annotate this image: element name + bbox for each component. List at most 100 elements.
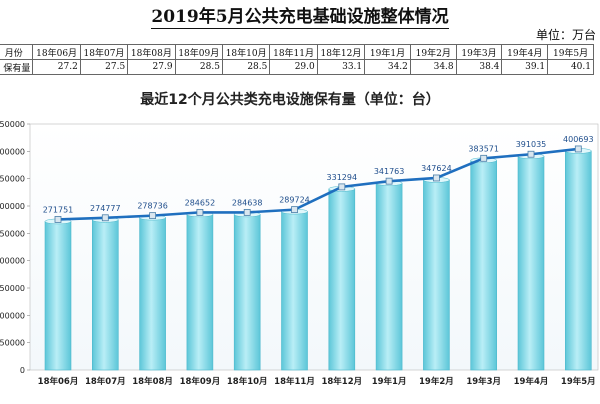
summary-month: 18年07月 — [79, 44, 129, 60]
summary-value: 28.5 — [221, 59, 271, 75]
x-tick-label: 18年06月 — [38, 376, 79, 387]
plot-area — [29, 123, 599, 371]
y-tick-label: 200000 — [0, 257, 25, 266]
data-label: 400693 — [563, 135, 594, 144]
y-tick-label: 350000 — [0, 175, 25, 184]
summary-value: 34.2 — [364, 59, 411, 75]
x-tick-label: 18年12月 — [321, 376, 362, 387]
bar — [44, 221, 72, 371]
x-tick-label: 19年2月 — [419, 376, 454, 387]
data-label: 331294 — [327, 173, 358, 182]
summary-value: 39.1 — [501, 59, 549, 75]
y-tick-label: 100000 — [0, 311, 25, 320]
bar — [470, 160, 498, 371]
line-marker — [527, 150, 535, 158]
x-tick-label: 18年10月 — [227, 376, 268, 387]
page-title-text: 2019年5月公共充电基础设施整体情况 — [151, 7, 449, 29]
data-label: 391035 — [516, 140, 547, 149]
bar — [233, 214, 261, 371]
summary-value-label: 保有量 — [0, 59, 34, 75]
bar — [186, 214, 214, 371]
line-markers — [54, 145, 582, 223]
x-tick-label: 18年09月 — [180, 376, 221, 387]
data-label: 284652 — [185, 198, 216, 207]
summary-month: 19年4月 — [501, 44, 549, 60]
y-tick-label: 300000 — [0, 202, 25, 211]
summary-month: 18年10月 — [221, 44, 271, 60]
data-label: 278736 — [137, 202, 168, 211]
summary-header-label: 月份 — [0, 44, 34, 60]
summary-value: 33.1 — [316, 59, 366, 75]
x-tick-label: 19年5月 — [561, 376, 596, 387]
summary-value: 40.1 — [547, 59, 594, 75]
summary-value: 34.8 — [409, 59, 457, 75]
data-label: 271751 — [43, 205, 74, 214]
line-marker — [338, 183, 346, 191]
x-tick-label: 18年11月 — [274, 376, 315, 387]
summary-month: 18年12月 — [316, 44, 366, 60]
bar — [92, 219, 119, 371]
y-tick-label: 0 — [20, 366, 25, 375]
bar — [517, 155, 545, 371]
bars — [44, 148, 592, 371]
summary-month: 18年08月 — [127, 44, 176, 60]
x-tick-label: 19年1月 — [372, 376, 407, 387]
x-axis: 18年06月 18年07月 18年08月 18年09月 18年10月 18年11月 18年1… — [38, 376, 596, 387]
data-label: 289724 — [279, 196, 310, 205]
summary-month: 19年5月 — [547, 44, 594, 60]
summary-month: 19年2月 — [409, 44, 457, 60]
line-marker — [574, 145, 582, 153]
summary-value: 27.2 — [32, 59, 81, 75]
line-marker — [243, 208, 251, 216]
line-marker — [101, 214, 109, 222]
summary-value: 27.5 — [79, 59, 129, 75]
summary-table: 月份 18年06月 18年07月 18年08月 18年09月 18年10月 18… — [0, 44, 594, 75]
line-marker — [149, 212, 157, 220]
y-tick-label: 150000 — [0, 284, 25, 293]
data-label: 347624 — [421, 164, 452, 173]
data-label: 274777 — [90, 204, 121, 213]
bar — [423, 179, 450, 371]
bar — [281, 211, 308, 371]
summary-month: 18年06月 — [32, 44, 81, 60]
summary-value: 38.4 — [455, 59, 503, 75]
y-tick-label: 50000 — [0, 339, 25, 348]
summary-month: 19年3月 — [455, 44, 503, 60]
bar — [139, 217, 166, 371]
y-tick-label: 250000 — [0, 229, 25, 238]
summary-value: 28.5 — [174, 59, 223, 75]
summary-month: 19年1月 — [364, 44, 411, 60]
line-marker — [291, 206, 298, 214]
y-tick-label: 400000 — [0, 147, 25, 156]
bar-line-chart: 最近12个月公共类充电设施保有量（单位：台） 0 50000 100000 15000… — [0, 91, 599, 387]
summary-header-row: 月份 18年06月 18年07月 18年08月 18年09月 18年10月 18… — [0, 44, 594, 60]
x-tick-label: 19年4月 — [514, 376, 549, 387]
data-label: 341763 — [374, 167, 405, 176]
line-marker — [196, 208, 204, 216]
chart-area: 最近12个月公共类充电设施保有量（单位：台） 0 50000 100000 15000… — [0, 80, 600, 400]
chart-title: 最近12个月公共类充电设施保有量（单位：台） — [140, 91, 439, 108]
summary-value-row: 保有量 27.2 27.5 27.9 28.5 28.5 29.0 33.1 3… — [0, 59, 594, 75]
x-tick-label: 18年08月 — [132, 376, 173, 387]
bar — [564, 150, 592, 371]
y-tick-label: 450000 — [0, 120, 25, 129]
page-title: 2019年5月公共充电基础设施整体情况 — [0, 2, 600, 29]
data-labels: 271751 274777 278736 284652 284638 289724 3312… — [43, 135, 594, 214]
line-marker — [54, 216, 62, 223]
trend-line — [57, 147, 579, 221]
y-axis: 0 50000 100000 150000 200000 250000 300000 3500… — [0, 120, 30, 375]
x-tick-label: 19年3月 — [466, 376, 501, 387]
summary-month: 18年11月 — [269, 44, 318, 60]
line-marker — [480, 154, 488, 162]
line-marker — [432, 174, 440, 182]
data-label: 284638 — [232, 198, 263, 207]
bar — [328, 188, 356, 371]
bar — [375, 182, 403, 371]
summary-value: 29.0 — [269, 59, 318, 75]
data-label: 383571 — [468, 144, 499, 153]
summary-month: 18年09月 — [174, 44, 223, 60]
unit-label: 单位：万台 — [535, 28, 596, 42]
line-marker — [385, 177, 393, 185]
x-tick-label: 18年07月 — [85, 376, 126, 387]
summary-value: 27.9 — [127, 59, 176, 75]
